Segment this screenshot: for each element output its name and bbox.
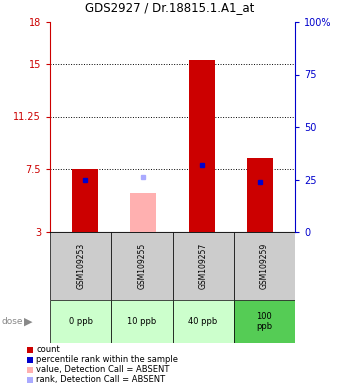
Bar [50, 232, 111, 300]
Text: GSM109257: GSM109257 [199, 243, 208, 289]
Bar [172, 232, 234, 300]
Text: rank, Detection Call = ABSENT: rank, Detection Call = ABSENT [36, 376, 165, 384]
Text: ▶: ▶ [24, 316, 32, 326]
Bar [172, 300, 234, 343]
Bar [111, 232, 172, 300]
Text: 0 ppb: 0 ppb [69, 317, 92, 326]
Bar [72, 169, 98, 232]
Text: GSM109255: GSM109255 [137, 243, 147, 289]
Text: GSM109253: GSM109253 [76, 243, 85, 289]
Text: dose: dose [2, 317, 23, 326]
Text: percentile rank within the sample: percentile rank within the sample [36, 356, 178, 364]
Bar [50, 300, 111, 343]
Text: 40 ppb: 40 ppb [188, 317, 218, 326]
Bar [234, 232, 295, 300]
Text: GSM109259: GSM109259 [260, 243, 269, 289]
Bar [111, 300, 172, 343]
Bar [247, 158, 273, 232]
Text: GDS2927 / Dr.18815.1.A1_at: GDS2927 / Dr.18815.1.A1_at [85, 1, 255, 14]
Text: 10 ppb: 10 ppb [127, 317, 156, 326]
Text: count: count [36, 346, 60, 354]
Bar [130, 193, 156, 232]
Bar [189, 60, 215, 232]
Text: value, Detection Call = ABSENT: value, Detection Call = ABSENT [36, 366, 169, 374]
Text: 100
ppb: 100 ppb [256, 312, 272, 331]
Bar [234, 300, 295, 343]
